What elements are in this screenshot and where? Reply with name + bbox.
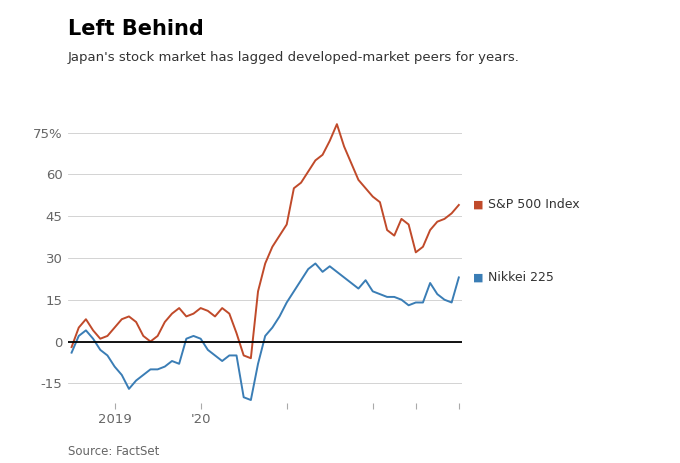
Text: Nikkei 225: Nikkei 225 [488, 271, 554, 284]
Text: Source: FactSet: Source: FactSet [68, 445, 159, 458]
Text: Japan's stock market has lagged developed-market peers for years.: Japan's stock market has lagged develope… [68, 51, 520, 64]
Text: ■: ■ [473, 200, 483, 210]
Text: Left Behind: Left Behind [68, 19, 204, 38]
Text: S&P 500 Index: S&P 500 Index [488, 199, 580, 212]
Text: ■: ■ [473, 272, 483, 282]
